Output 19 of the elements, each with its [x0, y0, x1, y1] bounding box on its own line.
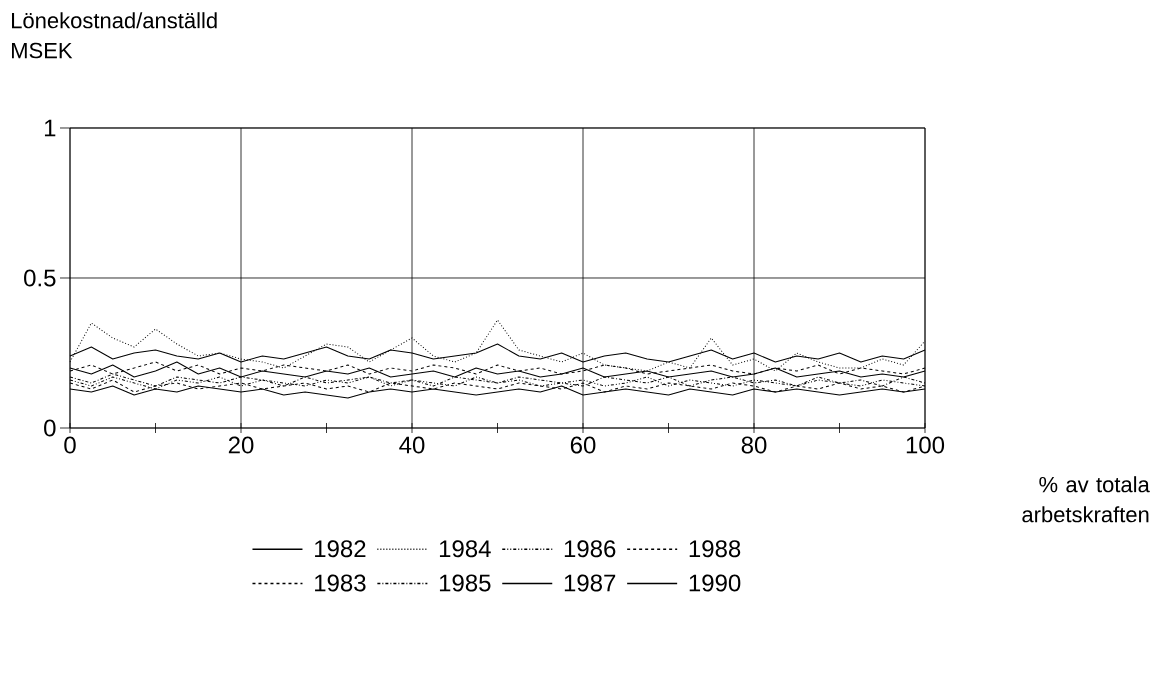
y-tick-label: 1 [44, 119, 56, 137]
legend-label: 1984 [439, 540, 491, 558]
legend-label: 1986 [564, 540, 616, 558]
legend-label: 1990 [689, 574, 741, 592]
legend-label: 1988 [689, 540, 741, 558]
x-tick-label: 20 [228, 436, 254, 454]
y-tick-label: 0.5 [24, 269, 56, 287]
x-tick-label: 80 [741, 436, 767, 454]
x-tick-label: 100 [906, 436, 945, 454]
x-tick-label: 0 [64, 436, 76, 454]
y-tick-label: 0 [44, 419, 56, 437]
legend-label: 1982 [315, 540, 366, 558]
x-tick-label: 40 [399, 436, 425, 454]
x-tick-label: 60 [570, 436, 596, 454]
legend-label: 1985 [439, 574, 491, 592]
y-axis-title: Lönekostnad/anställd MSEK [12, 12, 217, 59]
x-axis-title: % av totala arbetskraften [1022, 476, 1150, 523]
legend-label: 1987 [564, 574, 616, 592]
legend-label: 1983 [315, 574, 366, 592]
